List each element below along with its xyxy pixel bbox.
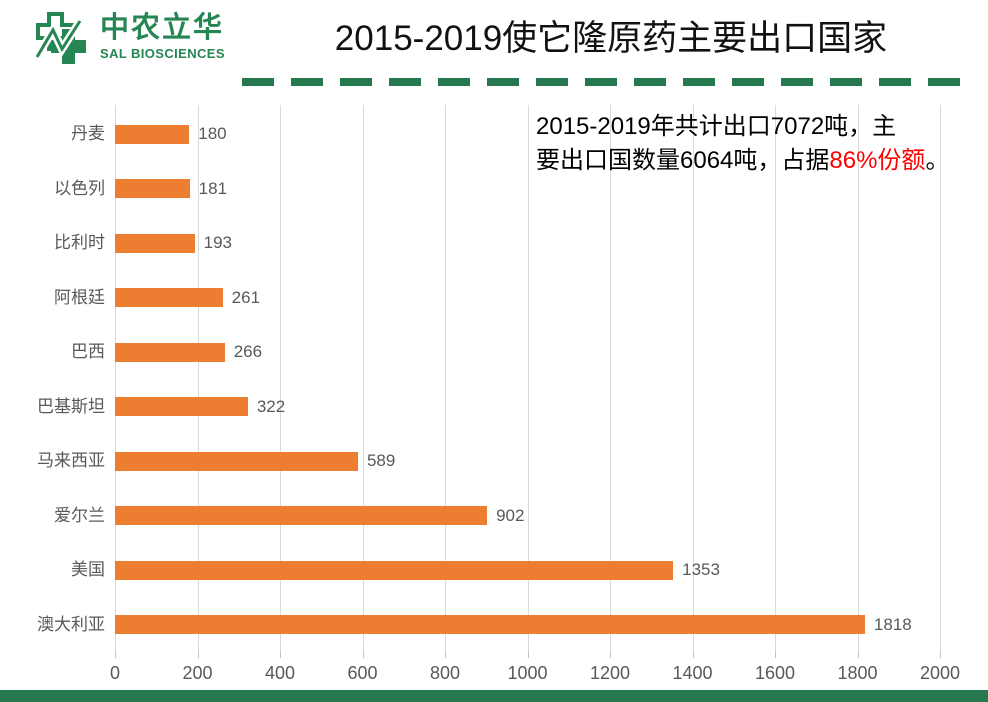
x-axis-tick bbox=[115, 652, 116, 658]
x-axis-tick bbox=[362, 652, 364, 658]
x-axis-tick bbox=[775, 652, 776, 658]
gridline bbox=[197, 105, 199, 652]
gridline bbox=[115, 105, 116, 652]
bar bbox=[115, 233, 195, 253]
gridline bbox=[527, 105, 529, 652]
bar bbox=[115, 179, 190, 199]
x-axis-tick bbox=[527, 652, 529, 658]
category-label: 以色列 bbox=[54, 178, 105, 198]
x-axis-tick bbox=[857, 652, 859, 658]
bar-value-label: 266 bbox=[233, 342, 263, 361]
x-axis-tick-label: 400 bbox=[264, 663, 296, 683]
annotation-line2: 要出口国数量6064吨，占据 bbox=[536, 147, 830, 174]
x-axis-tick-label: 1200 bbox=[589, 663, 631, 683]
gridline bbox=[940, 105, 941, 652]
dashed-divider bbox=[242, 78, 972, 86]
x-axis-tick-label: 800 bbox=[429, 663, 461, 683]
bar bbox=[115, 124, 190, 144]
annotation-period: 。 bbox=[925, 147, 950, 174]
bar bbox=[115, 397, 248, 417]
x-axis-tick-label: 200 bbox=[182, 663, 213, 683]
footer-strip bbox=[0, 690, 988, 702]
category-label: 比利时 bbox=[54, 233, 105, 252]
bar-value-label: 589 bbox=[366, 451, 396, 470]
bar bbox=[115, 560, 674, 580]
logo-mark-icon bbox=[33, 12, 86, 64]
bar bbox=[115, 288, 223, 308]
x-axis-tick bbox=[280, 652, 281, 658]
gridline bbox=[692, 105, 694, 652]
x-axis-tick-label: 1400 bbox=[672, 663, 713, 683]
gridline bbox=[445, 105, 446, 652]
annotation-line1: 2015-2019年共计出口7072吨，主 bbox=[536, 113, 897, 140]
chart-title: 2015-2019使它隆原药主要出口国家 bbox=[334, 19, 888, 58]
category-label: 丹麦 bbox=[71, 124, 105, 143]
x-axis-tick-label: 0 bbox=[109, 663, 120, 683]
x-axis-tick bbox=[445, 652, 446, 658]
bar-value-label: 1818 bbox=[873, 614, 912, 634]
bar-value-label: 261 bbox=[231, 287, 261, 307]
plot-area: 0 200 400 600 800 1000 1200 1400 1600 1800 2000 丹麦 1… bbox=[37, 105, 960, 683]
category-label: 美国 bbox=[71, 560, 105, 579]
bar bbox=[115, 342, 225, 362]
bar bbox=[115, 615, 865, 635]
annotation-highlight: 86%份额 bbox=[829, 147, 926, 174]
gridline bbox=[775, 105, 776, 652]
bar-value-label: 902 bbox=[496, 505, 525, 525]
bar-value-label: 180 bbox=[198, 124, 227, 143]
bar bbox=[115, 451, 358, 471]
category-label: 巴西 bbox=[71, 342, 105, 361]
category-label: 爱尔兰 bbox=[54, 505, 105, 525]
gridline bbox=[610, 105, 611, 652]
summary-annotation: 2015-2019年共计出口7072吨，主 要出口国数量6064吨，占据86%份… bbox=[536, 110, 988, 178]
category-label: 阿根廷 bbox=[54, 287, 105, 307]
category-label: 巴基斯坦 bbox=[37, 396, 105, 416]
company-logo: 中农立华 SAL BIOSCIENCES bbox=[28, 10, 225, 68]
x-axis-tick bbox=[610, 652, 611, 658]
x-axis-tick bbox=[940, 652, 941, 658]
bar-value-label: 322 bbox=[256, 396, 286, 416]
x-axis-tick bbox=[692, 652, 694, 658]
x-axis-tick bbox=[197, 652, 199, 658]
category-label: 澳大利亚 bbox=[37, 614, 105, 634]
x-axis-tick-label: 1000 bbox=[507, 663, 548, 683]
bar-value-label: 181 bbox=[198, 178, 228, 198]
gridline bbox=[857, 105, 859, 652]
logo-name-cn: 中农立华 bbox=[100, 12, 225, 44]
x-axis-tick-label: 600 bbox=[347, 663, 378, 683]
bar-value-label: 193 bbox=[203, 233, 232, 252]
bar-value-label: 1353 bbox=[682, 560, 720, 579]
x-axis-tick-label: 1800 bbox=[837, 663, 878, 683]
bar bbox=[115, 506, 488, 526]
logo-name-en: SAL BIOSCIENCES bbox=[100, 46, 225, 61]
gridline bbox=[280, 105, 281, 652]
x-axis-tick-label: 2000 bbox=[919, 663, 961, 683]
x-axis-tick-label: 1600 bbox=[754, 663, 796, 683]
logo-text: 中农立华 SAL BIOSCIENCES bbox=[100, 10, 225, 61]
category-label: 马来西亚 bbox=[37, 451, 105, 470]
gridline bbox=[362, 105, 364, 652]
